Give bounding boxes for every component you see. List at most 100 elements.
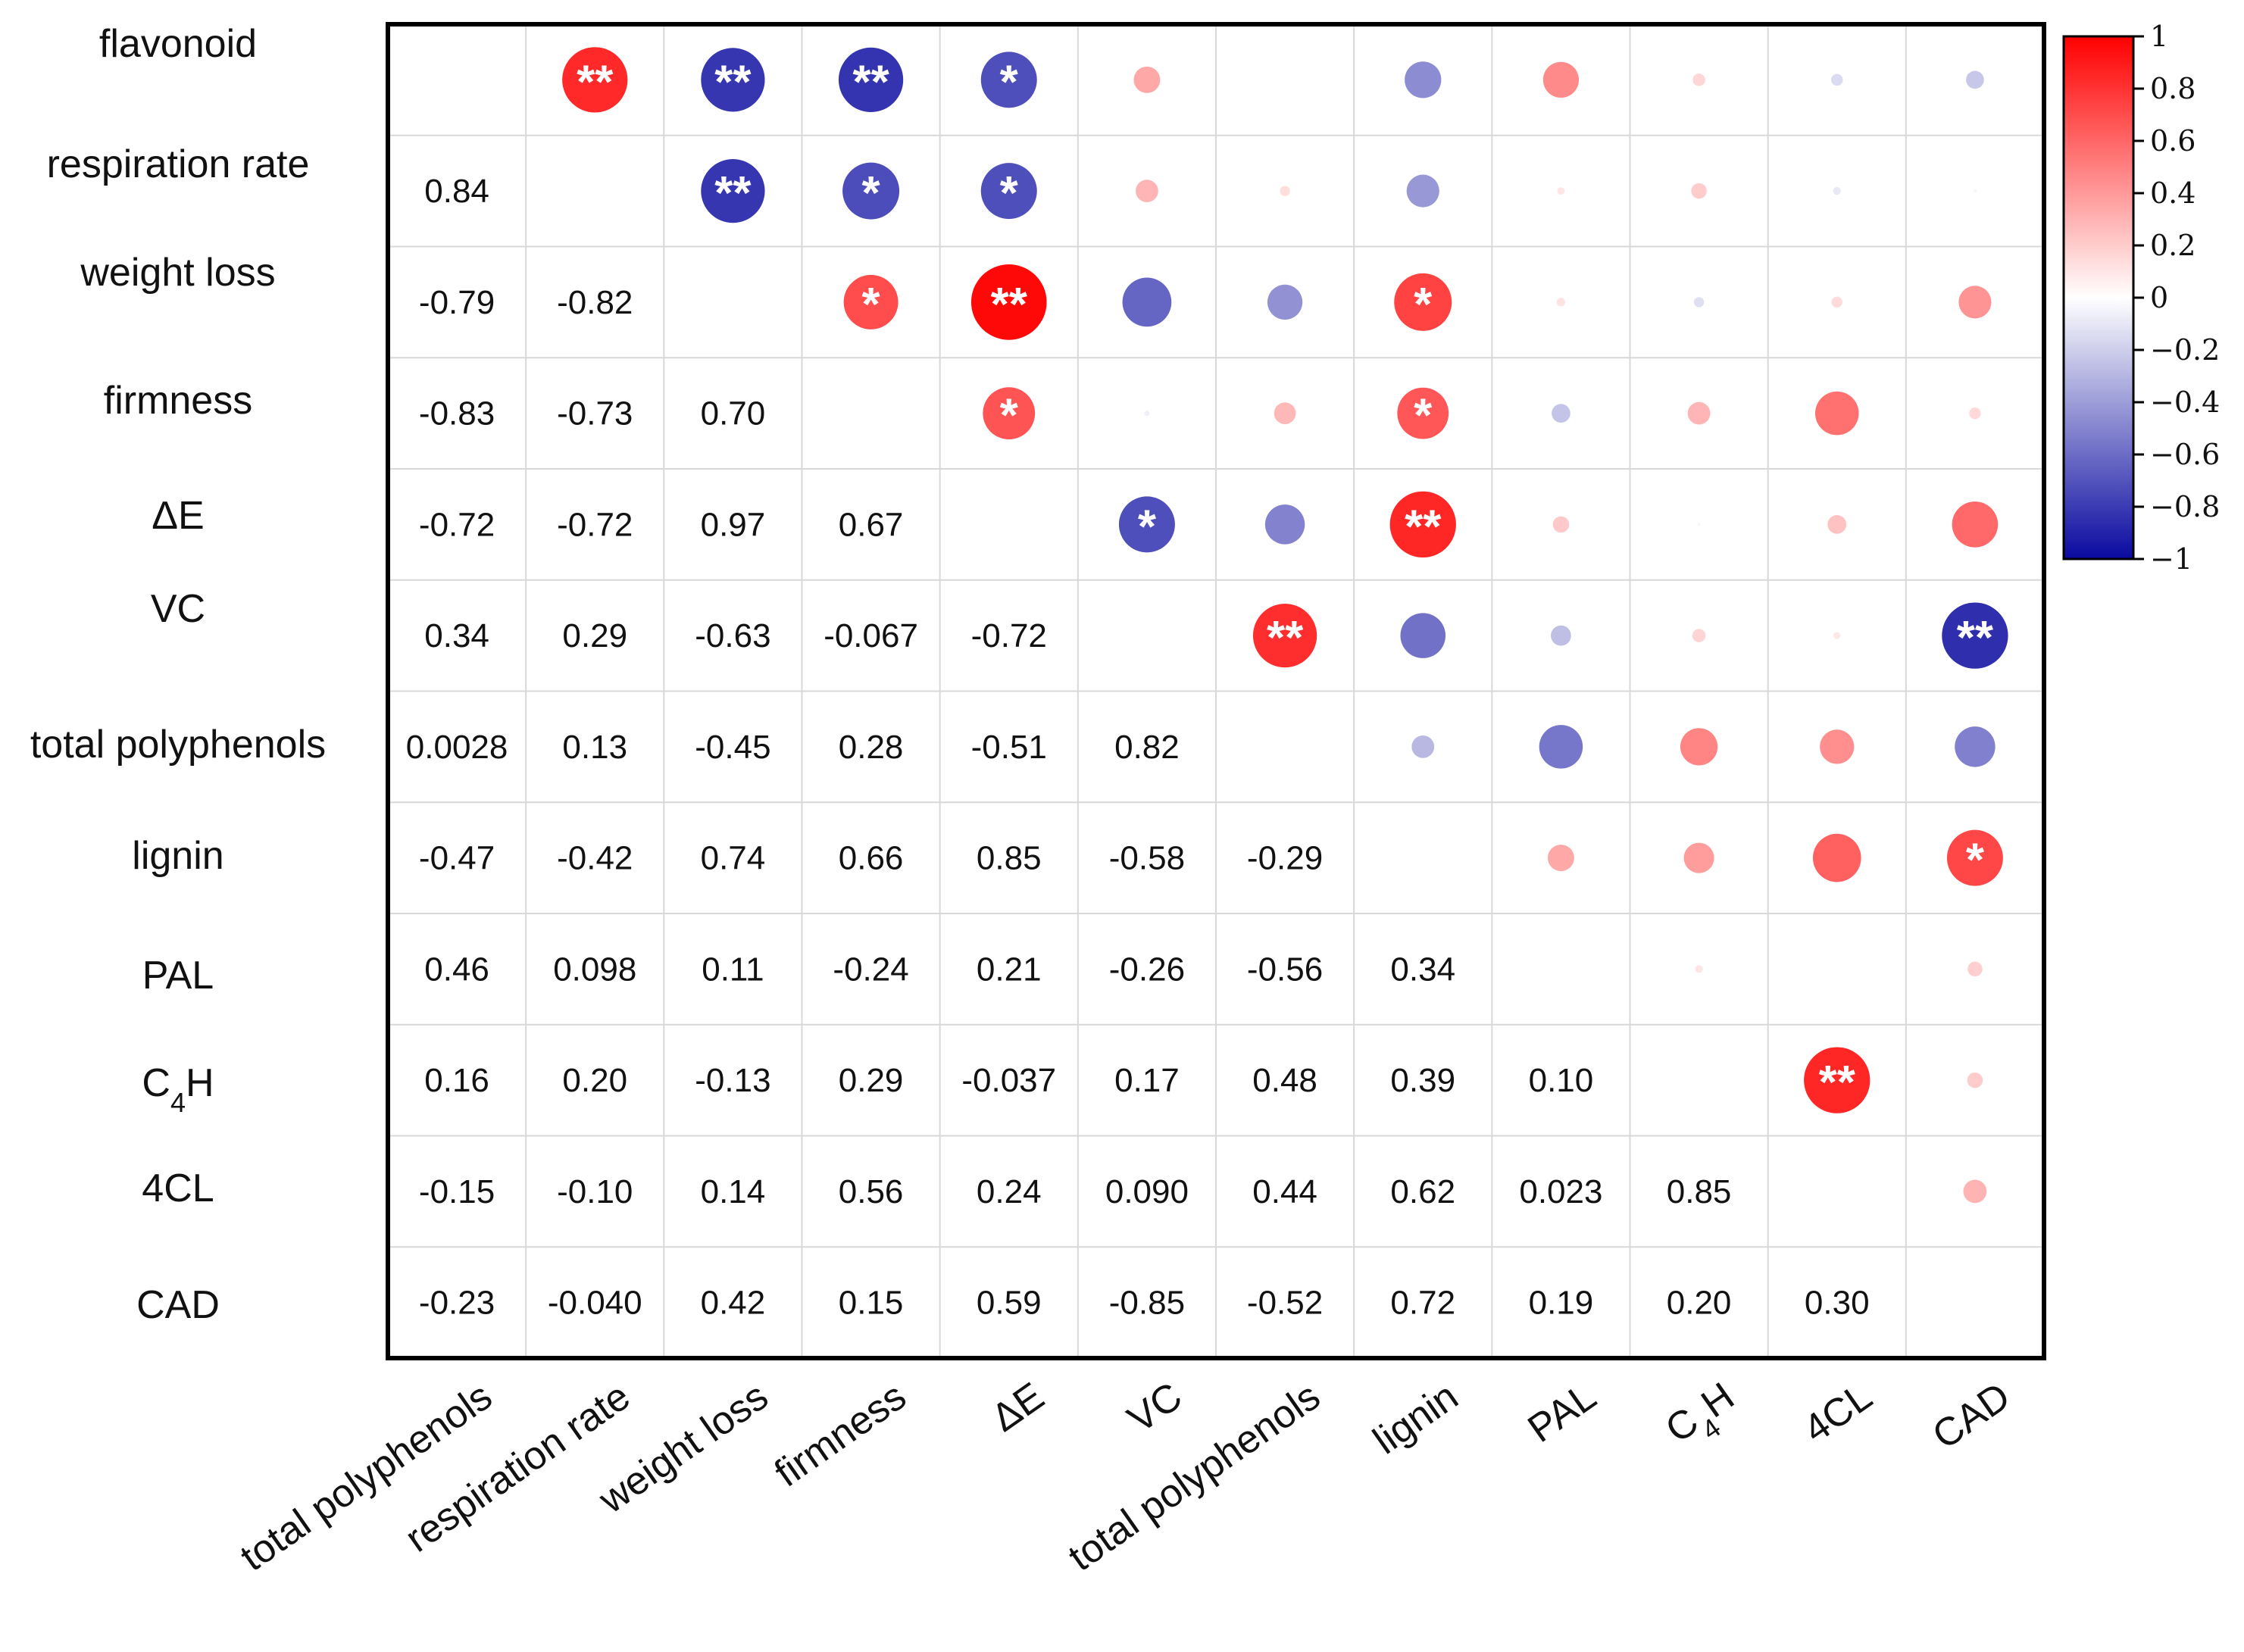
- cell-value-r9-c8: 0.10: [1529, 1062, 1594, 1099]
- significance-mark: **: [991, 279, 1028, 331]
- significance-mark: *: [1414, 279, 1433, 331]
- cell-value-r4-c1: -0.72: [557, 506, 633, 543]
- row-label-c4h: C4H: [142, 1061, 214, 1118]
- cell-value-r6-c3: 0.28: [839, 729, 904, 766]
- corr-circle-r2-c9: [1693, 297, 1705, 308]
- cell-value-r9-c3: 0.29: [839, 1062, 904, 1099]
- cell-value-r5-c4: -0.72: [971, 617, 1047, 654]
- corr-circle-r3-c5: [1144, 411, 1150, 417]
- corr-circle-r2-c4: [970, 264, 1047, 340]
- significance-mark: **: [577, 56, 614, 108]
- col-label-total-polyphenols: total polyphenols: [1061, 1374, 1328, 1579]
- corr-circle-r1-c3: [842, 162, 900, 220]
- cell-value-r9-c0: 0.16: [424, 1062, 489, 1099]
- cell-value-r8-c5: -0.26: [1109, 951, 1185, 988]
- cell-value-r7-c2: 0.74: [701, 840, 766, 877]
- cell-value-r11-c4: 0.59: [977, 1285, 1042, 1322]
- corr-circle-r4-c11: [1952, 501, 1999, 548]
- colorbar-tick-label: 0.6: [2150, 124, 2196, 158]
- row-label-weight-loss: weight loss: [80, 251, 275, 295]
- cell-value-r5-c3: -0.067: [824, 617, 918, 654]
- corr-circle-r7-c9: [1683, 842, 1714, 873]
- corr-circle-r6-c8: [1539, 725, 1583, 769]
- corr-circle-r0-c10: [1831, 73, 1843, 86]
- colorbar-tick-label: −0.2: [2150, 333, 2220, 367]
- significance-mark: *: [862, 279, 881, 331]
- cell-value-r7-c6: -0.29: [1247, 840, 1323, 877]
- cell-value-r10-c1: -0.10: [557, 1173, 633, 1210]
- corr-circle-r8-c11: [1967, 961, 1983, 977]
- row-label-vc: VC: [151, 587, 205, 631]
- cell-value-r11-c0: -0.23: [419, 1285, 495, 1322]
- cell-value-r10-c4: 0.24: [977, 1173, 1042, 1210]
- col-label-4cl: 4CL: [1796, 1374, 1880, 1451]
- corr-circle-r4-c10: [1827, 515, 1847, 534]
- col-label-cad: CAD: [1925, 1374, 2018, 1457]
- significance-mark: **: [1819, 1057, 1856, 1109]
- corr-circle-r6-c7: [1411, 735, 1435, 758]
- significance-mark: **: [852, 56, 889, 108]
- cell-value-r9-c1: 0.20: [562, 1062, 627, 1099]
- cell-value-r2-c0: -0.79: [419, 284, 495, 321]
- corr-circle-r1-c6: [1280, 186, 1290, 196]
- matrix-cells: 0.84 -0.79 -0.82 -0.83 -0.73 0.70 -0.72 -0.72 0.…: [406, 47, 2008, 1322]
- corr-circle-r2-c3: [843, 274, 899, 329]
- cell-value-r6-c1: 0.13: [562, 729, 627, 766]
- colorbar-tick-label: −0.8: [2150, 490, 2220, 523]
- cell-value-r9-c2: -0.13: [695, 1062, 770, 1099]
- cell-value-r8-c1: 0.098: [553, 951, 636, 988]
- corr-circle-r5-c9: [1692, 629, 1706, 642]
- grid-lines: [388, 24, 2044, 1358]
- cell-value-r2-c1: -0.82: [557, 284, 633, 321]
- significance-mark: *: [1414, 390, 1433, 442]
- corr-circle-r6-c10: [1820, 729, 1855, 764]
- cell-value-r11-c6: -0.52: [1247, 1285, 1323, 1322]
- significance-mark: *: [1000, 56, 1019, 108]
- corr-circle-r3-c9: [1687, 401, 1711, 425]
- corr-circle-r6-c9: [1680, 728, 1718, 766]
- significance-mark: *: [1000, 390, 1019, 442]
- row-label-e: ΔE: [152, 494, 204, 538]
- corr-circle-r1-c4: [980, 163, 1037, 220]
- colorbar-tick-label: −0.4: [2150, 386, 2220, 419]
- corr-circle-r2-c11: [1958, 286, 1992, 319]
- cell-value-r9-c6: 0.48: [1252, 1062, 1317, 1099]
- cell-value-r9-c5: 0.17: [1114, 1062, 1180, 1099]
- corr-circle-r0-c9: [1692, 73, 1705, 86]
- cell-value-r4-c2: 0.97: [701, 506, 766, 543]
- corr-circle-r2-c8: [1556, 298, 1566, 307]
- cell-value-r7-c5: -0.58: [1109, 840, 1185, 877]
- cell-value-r11-c3: 0.15: [839, 1285, 904, 1322]
- colorbar-tick-label: 0.8: [2150, 72, 2196, 105]
- colorbar-tick-label: 0: [2150, 281, 2168, 314]
- corr-circle-r8-c9: [1695, 965, 1703, 973]
- cell-value-r5-c2: -0.63: [695, 617, 770, 654]
- col-label-pal: PAL: [1520, 1374, 1605, 1451]
- significance-mark: *: [1000, 167, 1019, 220]
- row-label-total-polyphenols: total polyphenols: [30, 723, 326, 767]
- corr-circle-r0-c2: [701, 48, 765, 112]
- significance-mark: *: [1966, 835, 1985, 887]
- cell-value-r11-c2: 0.42: [701, 1285, 766, 1322]
- cell-value-r8-c6: -0.56: [1247, 951, 1323, 988]
- colorbar-tick-label: −0.6: [2150, 438, 2220, 471]
- cell-value-r6-c0: 0.0028: [406, 729, 508, 766]
- corr-circle-r7-c10: [1812, 833, 1861, 882]
- corr-circle-r3-c10: [1814, 391, 1859, 436]
- cell-value-r7-c0: -0.47: [419, 840, 495, 877]
- corr-circle-r0-c3: [838, 47, 904, 113]
- cell-value-r8-c2: 0.11: [702, 951, 764, 988]
- cell-value-r3-c0: -0.83: [419, 395, 495, 433]
- corr-circle-r10-c11: [1963, 1179, 1987, 1204]
- cell-value-r7-c3: 0.66: [839, 840, 904, 877]
- cell-value-r10-c6: 0.44: [1252, 1173, 1317, 1210]
- corr-circle-r0-c5: [1133, 66, 1161, 93]
- significance-mark: *: [1138, 501, 1157, 553]
- cell-value-r11-c7: 0.72: [1390, 1285, 1455, 1322]
- corr-circle-r2-c6: [1267, 284, 1303, 320]
- significance-mark: **: [1267, 612, 1304, 664]
- corr-circle-r1-c7: [1406, 174, 1439, 208]
- row-label-firmness: firmness: [104, 379, 252, 423]
- corr-circle-r4-c7: [1389, 491, 1456, 558]
